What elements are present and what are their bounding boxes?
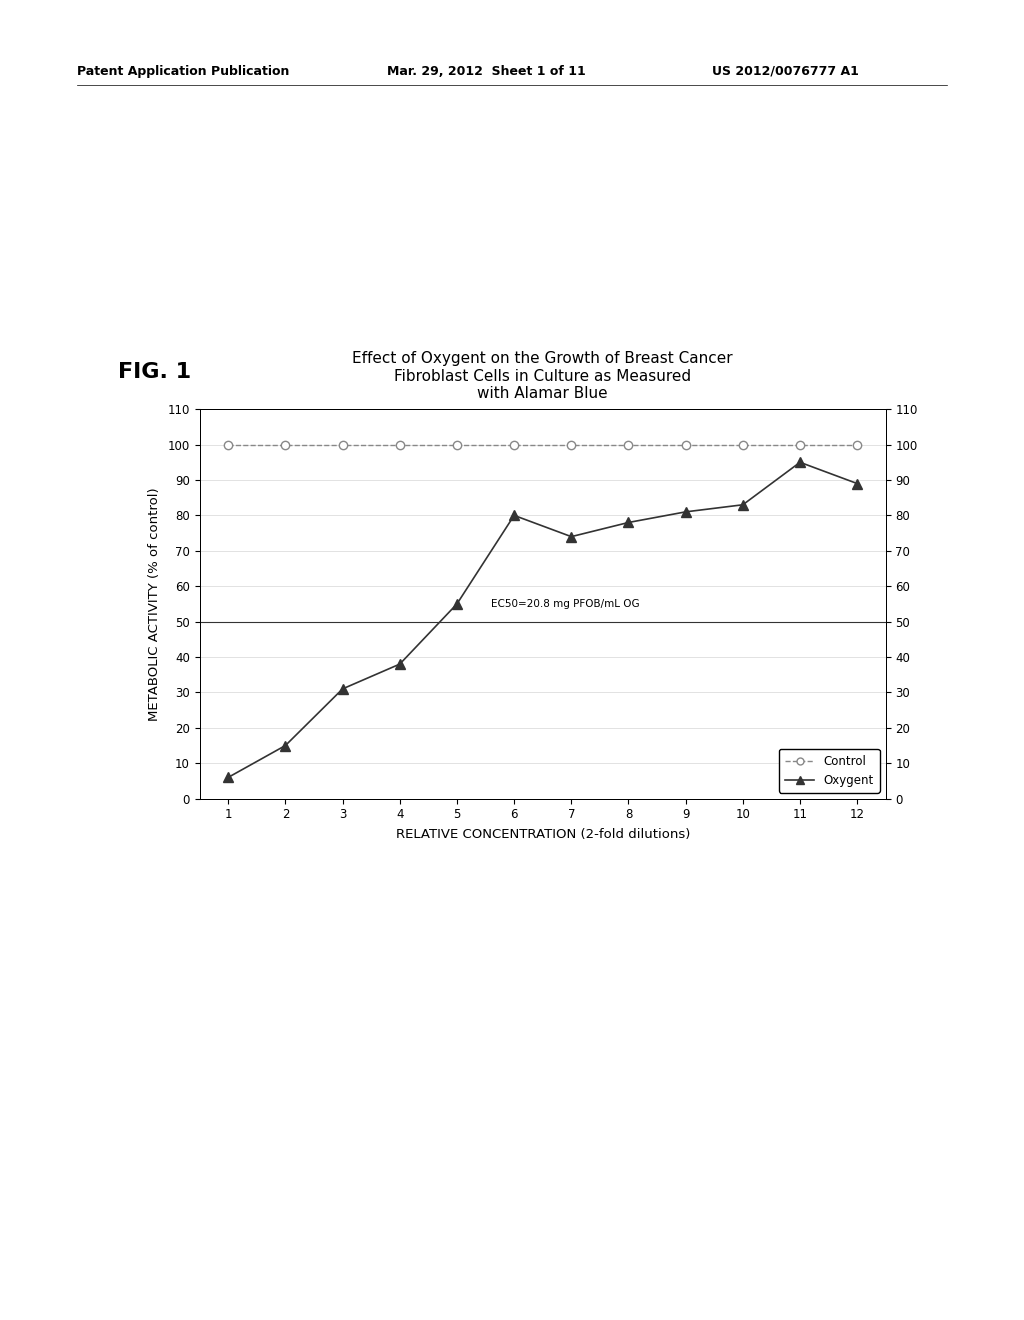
X-axis label: RELATIVE CONCENTRATION (2-fold dilutions): RELATIVE CONCENTRATION (2-fold dilutions… bbox=[395, 828, 690, 841]
Oxygent bbox=[794, 454, 806, 470]
Oxygent bbox=[680, 504, 692, 520]
Y-axis label: METABOLIC ACTIVITY (% of control): METABOLIC ACTIVITY (% of control) bbox=[147, 487, 161, 721]
Oxygent bbox=[280, 738, 292, 754]
Text: Mar. 29, 2012  Sheet 1 of 11: Mar. 29, 2012 Sheet 1 of 11 bbox=[387, 65, 586, 78]
Control bbox=[222, 437, 234, 453]
Oxygent bbox=[623, 515, 635, 531]
Oxygent bbox=[222, 770, 234, 785]
Legend: Control, Oxygent: Control, Oxygent bbox=[779, 748, 880, 793]
Text: EC50=20.8 mg PFOB/mL OG: EC50=20.8 mg PFOB/mL OG bbox=[492, 599, 640, 610]
Control bbox=[337, 437, 349, 453]
Oxygent bbox=[851, 475, 863, 491]
Oxygent bbox=[736, 496, 749, 512]
Oxygent bbox=[393, 656, 406, 672]
Title: Effect of Oxygent on the Growth of Breast Cancer
Fibroblast Cells in Culture as : Effect of Oxygent on the Growth of Breas… bbox=[352, 351, 733, 401]
Control bbox=[508, 437, 520, 453]
Text: Patent Application Publication: Patent Application Publication bbox=[77, 65, 289, 78]
Text: FIG. 1: FIG. 1 bbox=[118, 362, 190, 383]
Control bbox=[451, 437, 463, 453]
Line: Oxygent: Oxygent bbox=[223, 458, 862, 783]
Control bbox=[851, 437, 863, 453]
Oxygent bbox=[565, 529, 578, 545]
Control bbox=[393, 437, 406, 453]
Control bbox=[280, 437, 292, 453]
Control bbox=[680, 437, 692, 453]
Text: US 2012/0076777 A1: US 2012/0076777 A1 bbox=[712, 65, 858, 78]
Oxygent bbox=[451, 597, 463, 612]
Control bbox=[623, 437, 635, 453]
Control bbox=[794, 437, 806, 453]
Control bbox=[565, 437, 578, 453]
Line: Control: Control bbox=[224, 441, 861, 449]
Oxygent bbox=[508, 507, 520, 523]
Control bbox=[736, 437, 749, 453]
Oxygent bbox=[337, 681, 349, 697]
